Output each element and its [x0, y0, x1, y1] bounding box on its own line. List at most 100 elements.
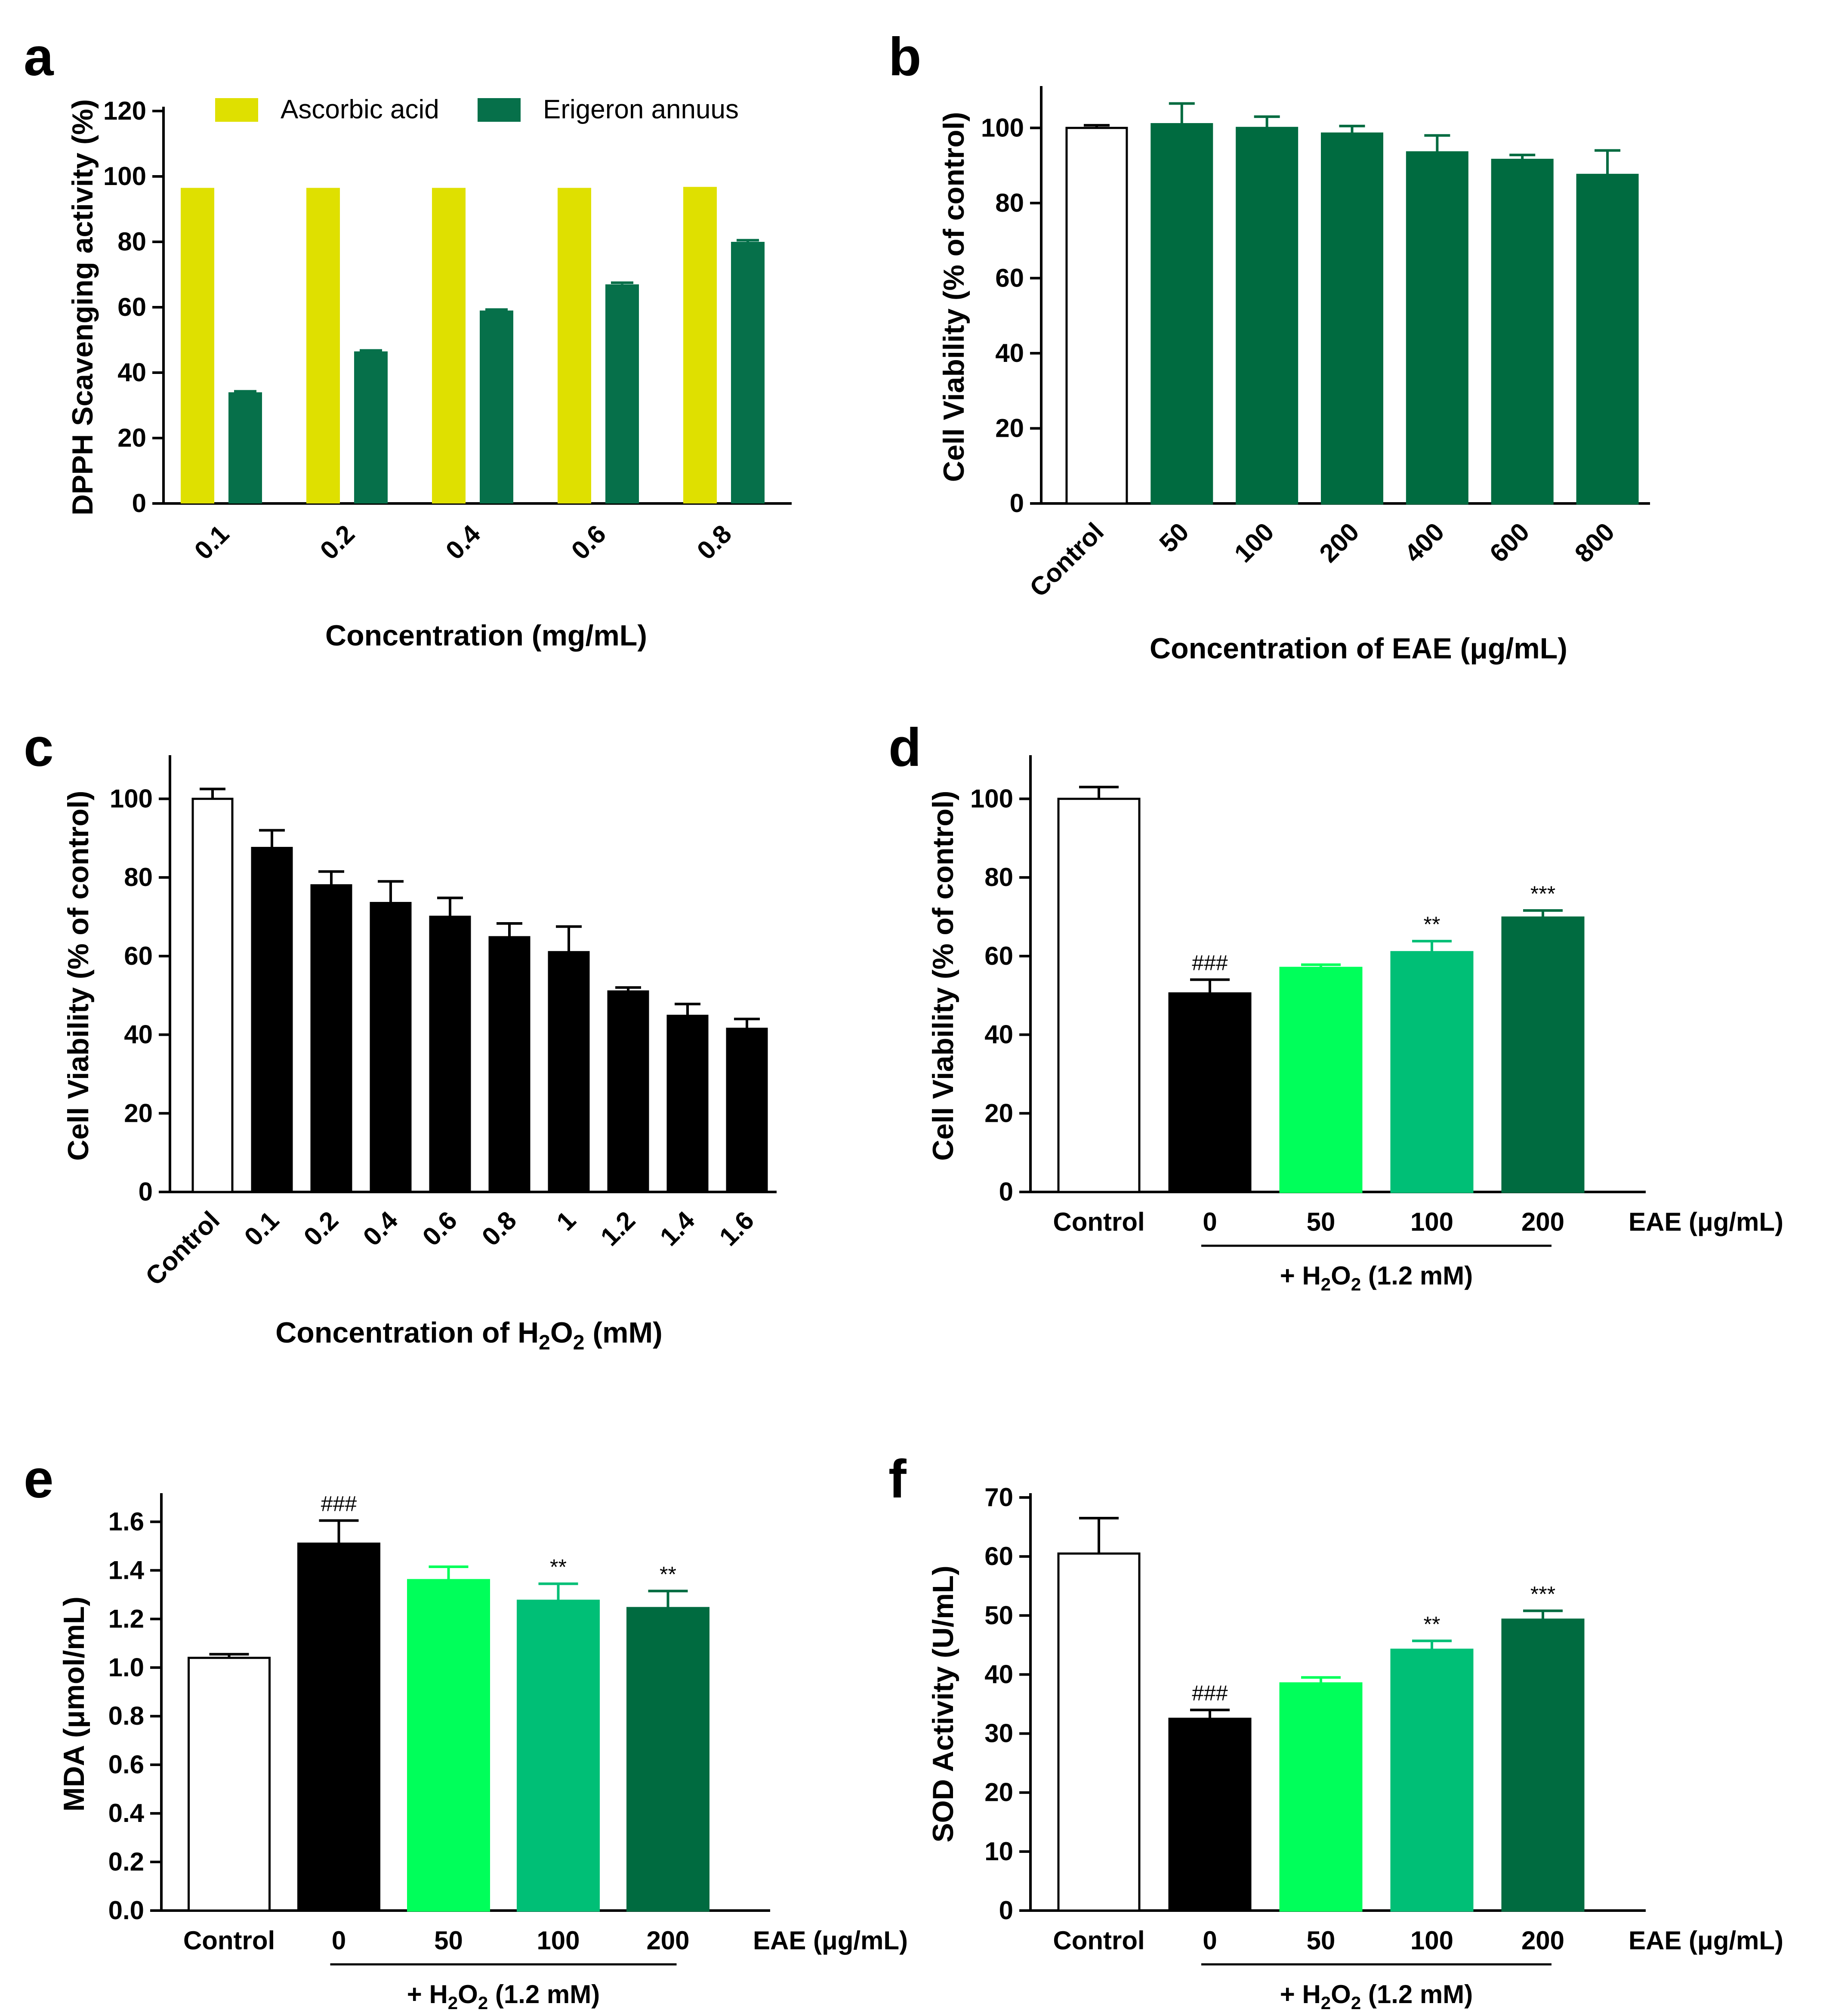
y-tick-label: 60 [984, 942, 1013, 970]
y-tick-label: 0 [999, 1177, 1013, 1206]
x-tick-label: 600 [1484, 517, 1535, 568]
bar [1576, 173, 1639, 505]
x-tick-label: 100 [1229, 517, 1280, 568]
bar-ascorbic-acid [181, 188, 214, 504]
x-tick-label: 50 [434, 1926, 463, 1955]
y-tick-label: 60 [124, 942, 153, 970]
y-axis-title: MDA (μmol/mL) [58, 1596, 90, 1812]
treatment-label-part: 2 [1321, 1993, 1331, 2013]
x-axis-title: Concentration of H2O2 (mM) [275, 1316, 663, 1354]
bar [1321, 132, 1383, 505]
unit-label: EAE (μg/mL) [1629, 1207, 1783, 1236]
bar [1501, 916, 1585, 1193]
x-tick-label: 0.8 [476, 1206, 522, 1251]
x-axis-title-part: Concentration of H [275, 1316, 539, 1349]
bar [726, 1028, 768, 1193]
x-tick-label: Control [1024, 517, 1109, 602]
x-tick-label: 0.6 [566, 519, 611, 565]
unit-label: EAE (μg/mL) [1629, 1926, 1783, 1955]
treatment-label-part: (1.2 mM) [1361, 1261, 1473, 1290]
y-tick-label: 50 [984, 1601, 1013, 1630]
bar-erigeron-annuus [731, 242, 765, 503]
bar [1168, 992, 1252, 1193]
y-tick-label: 40 [117, 358, 146, 387]
bar [188, 1657, 271, 1912]
y-tick-label: 120 [103, 96, 146, 125]
bar-erigeron-annuus [605, 284, 639, 503]
bar [429, 915, 471, 1193]
x-tick-label: 800 [1569, 517, 1620, 568]
x-tick-label: 0.4 [440, 519, 486, 565]
bar [517, 1599, 600, 1912]
y-axis-title: Cell Viability (% of control) [62, 790, 95, 1161]
x-tick-label: 100 [1410, 1207, 1453, 1236]
x-tick-label: 0.2 [298, 1206, 344, 1251]
panel-label: f [888, 1449, 907, 1509]
y-tick-label: 0 [1010, 489, 1024, 518]
treatment-label-part: 2 [1321, 1274, 1331, 1294]
y-tick-label: 0 [999, 1896, 1013, 1925]
y-tick-label: 20 [117, 423, 146, 452]
significance-mark: ** [1424, 912, 1440, 936]
bar [607, 990, 649, 1193]
x-axis-title-part: 2 [539, 1331, 550, 1354]
bar-erigeron-annuus [354, 351, 388, 503]
legend-label: Erigeron annuus [543, 95, 739, 124]
bar [407, 1579, 490, 1912]
x-tick-label: 0 [1203, 1926, 1217, 1955]
legend-swatch [478, 98, 521, 122]
bar [666, 1015, 709, 1193]
bar [1390, 1649, 1474, 1912]
significance-mark: ** [660, 1562, 676, 1586]
panel-b: b 0 20 40 60 80 100 Cell Viability (% of contro… [888, 27, 1650, 665]
x-axis-title-part: O [550, 1316, 573, 1349]
y-tick-label: 0.8 [108, 1701, 144, 1730]
x-tick-label: 0.4 [358, 1205, 404, 1251]
legend-label: Ascorbic acid [281, 95, 439, 124]
bar [310, 884, 352, 1193]
bar [1151, 123, 1213, 505]
y-axis-title: DPPH Scavenging activity (%) [66, 99, 99, 515]
y-axis-title: Cell Viability (% of control) [938, 112, 970, 482]
treatment-label: + H2O2 (1.2 mM) [1280, 1261, 1473, 1294]
x-axis-title-part: (mM) [584, 1316, 662, 1349]
x-tick-label: Control [140, 1206, 225, 1291]
y-tick-label: 20 [995, 414, 1024, 442]
y-tick-label: 0.0 [108, 1896, 144, 1925]
y-tick-label: 40 [995, 339, 1024, 367]
treatment-label: + H2O2 (1.2 mM) [407, 1980, 600, 2013]
panel-label: a [24, 27, 54, 87]
y-tick-label: 100 [103, 162, 146, 191]
y-tick-label: 30 [984, 1719, 1013, 1748]
x-tick-label: 100 [1410, 1926, 1453, 1955]
y-tick-label: 1.0 [108, 1653, 144, 1682]
bar [370, 901, 412, 1193]
bar [626, 1607, 709, 1912]
y-tick-label: 20 [984, 1099, 1013, 1127]
bar-ascorbic-acid [683, 187, 717, 503]
bar [297, 1542, 380, 1912]
significance-mark: *** [1530, 882, 1555, 906]
x-tick-label: 1.2 [595, 1206, 641, 1251]
y-tick-label: 10 [984, 1837, 1013, 1866]
y-tick-label: 100 [970, 784, 1013, 813]
y-tick-label: 80 [995, 188, 1024, 217]
bar [1279, 966, 1363, 1193]
x-axis-title: Concentration (mg/mL) [325, 619, 647, 652]
y-tick-label: 60 [995, 263, 1024, 292]
x-tick-label: 50 [1307, 1926, 1336, 1955]
x-tick-label: 50 [1307, 1207, 1336, 1236]
treatment-label: + H2O2 (1.2 mM) [1280, 1980, 1473, 2013]
bar [1065, 127, 1128, 505]
x-tick-label: 0.1 [189, 519, 234, 565]
x-tick-label: 200 [646, 1926, 689, 1955]
bar [1236, 127, 1299, 505]
y-tick-label: 40 [984, 1020, 1013, 1049]
treatment-label-part: 2 [478, 1993, 488, 2013]
y-tick-label: 1.4 [108, 1556, 145, 1584]
y-tick-label: 0.6 [108, 1750, 144, 1779]
treatment-label-part: + H [407, 1980, 448, 2009]
x-tick-label: 1 [551, 1206, 581, 1236]
unit-label: EAE (μg/mL) [753, 1926, 908, 1955]
x-tick-label: 400 [1399, 517, 1450, 568]
